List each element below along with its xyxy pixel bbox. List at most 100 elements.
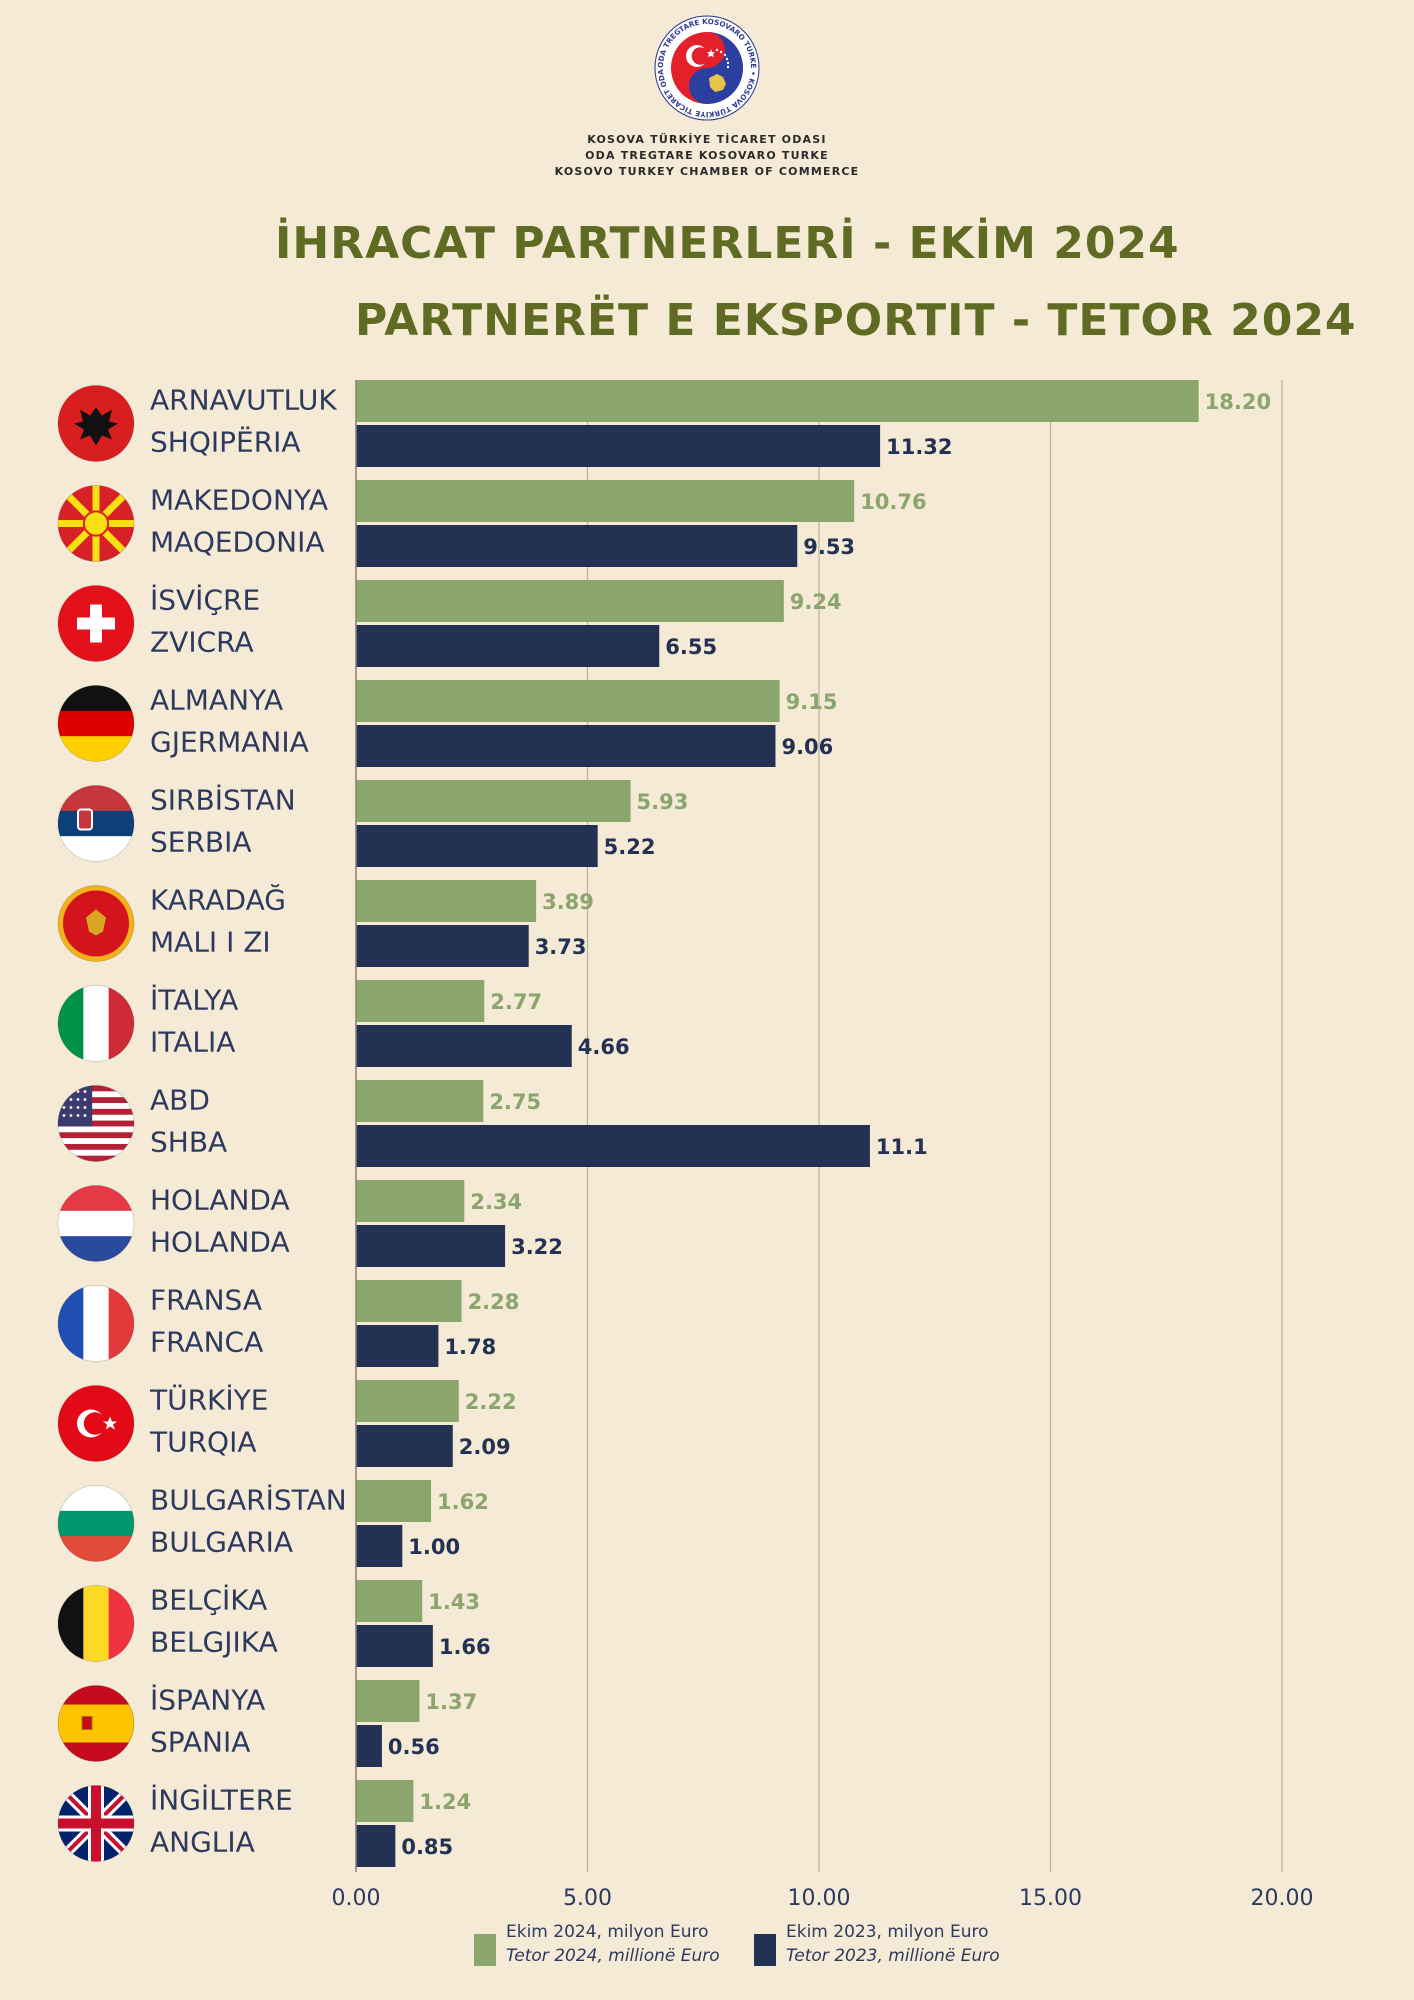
data-label-2024: 18.20 (1205, 390, 1271, 414)
x-tick-label: 10.00 (788, 1886, 851, 1911)
data-label-2024: 5.93 (637, 790, 689, 814)
data-label-2023: 5.22 (604, 835, 656, 859)
country-name-tr: ALMANYA (150, 684, 283, 717)
country-name-tr: İNGİLTERE (150, 1784, 293, 1817)
data-label-2023: 3.73 (535, 935, 587, 959)
bar-2023 (356, 725, 776, 767)
data-label-2023: 6.55 (665, 635, 717, 659)
serbia-flag-icon (57, 785, 135, 862)
country-name-sq: SHBA (150, 1126, 227, 1159)
usa-flag-icon (57, 1085, 135, 1162)
data-label-2023: 1.78 (444, 1335, 496, 1359)
title-tr: İHRACAT PARTNERLERİ - EKİM 2024 (275, 218, 1180, 269)
org-name-en: KOSOVO TURKEY CHAMBER OF COMMERCE (554, 165, 860, 178)
data-label-2024: 9.24 (790, 590, 842, 614)
bar-2023 (356, 1625, 433, 1667)
x-tick-label: 0.00 (332, 1886, 381, 1911)
bar-2024 (356, 1680, 420, 1722)
bar-2024 (356, 1380, 459, 1422)
country-name-sq: SERBIA (150, 826, 252, 859)
bar-2024 (356, 1180, 465, 1222)
bulgaria-flag-icon (57, 1485, 135, 1562)
bar-2024 (356, 1280, 462, 1322)
country-name-tr: İTALYA (150, 984, 238, 1017)
bar-2023 (356, 1425, 453, 1467)
data-label-2023: 9.53 (803, 535, 855, 559)
country-name-sq: BELGJIKA (150, 1626, 278, 1659)
country-name-tr: FRANSA (150, 1284, 262, 1317)
bar-2023 (356, 425, 881, 467)
data-label-2023: 3.22 (511, 1235, 563, 1259)
spain-flag-icon (57, 1685, 135, 1762)
country-name-sq: MAQEDONIA (150, 526, 325, 559)
country-name-sq: FRANCA (150, 1326, 263, 1359)
data-label-2023: 9.06 (781, 735, 833, 759)
data-label-2024: 2.34 (470, 1190, 522, 1214)
data-label-2024: 1.24 (419, 1790, 471, 1814)
x-tick-label: 15.00 (1019, 1886, 1082, 1911)
bar-2024 (356, 980, 485, 1022)
bar-2024 (356, 880, 537, 922)
north-macedonia-flag-icon (57, 485, 135, 562)
legend-swatch-2024 (474, 1934, 496, 1966)
country-name-sq: BULGARIA (150, 1526, 293, 1559)
country-name-tr: İSPANYA (150, 1684, 265, 1717)
data-label-2023: 0.85 (401, 1835, 453, 1859)
bar-2023 (356, 1025, 572, 1067)
country-name-tr: HOLANDA (150, 1184, 290, 1217)
data-label-2024: 2.75 (489, 1090, 541, 1114)
data-label-2023: 2.09 (459, 1435, 511, 1459)
data-label-2023: 11.32 (886, 435, 952, 459)
netherlands-flag-icon (57, 1185, 135, 1262)
data-label-2023: 11.1 (876, 1135, 928, 1159)
bar-2023 (356, 1725, 382, 1767)
data-label-2023: 1.66 (439, 1635, 491, 1659)
data-label-2023: 1.00 (408, 1535, 460, 1559)
country-name-tr: İSVİÇRE (150, 584, 260, 617)
bar-2024 (356, 780, 631, 822)
bar-2024 (356, 1080, 484, 1122)
turkey-flag-icon (57, 1385, 135, 1462)
bar-2023 (356, 825, 598, 867)
germany-flag-icon (57, 685, 135, 762)
country-name-sq: ZVICRA (150, 626, 254, 659)
country-name-tr: KARADAĞ (150, 883, 286, 917)
data-label-2024: 1.43 (428, 1590, 480, 1614)
country-name-sq: HOLANDA (150, 1226, 290, 1259)
bar-2024 (356, 380, 1199, 422)
country-name-sq: MALI I ZI (150, 926, 271, 959)
bar-2024 (356, 680, 780, 722)
country-name-sq: SPANIA (150, 1726, 250, 1759)
country-name-tr: MAKEDONYA (150, 484, 328, 517)
france-flag-icon (57, 1285, 135, 1362)
bar-2023 (356, 925, 529, 967)
country-name-sq: ANGLIA (150, 1826, 255, 1859)
data-label-2024: 9.15 (786, 690, 838, 714)
bar-2024 (356, 1780, 414, 1822)
switzerland-flag-icon (57, 585, 135, 662)
org-name-sq: ODA TREGTARE KOSOVARO TURKE (585, 149, 829, 162)
country-name-sq: TURQIA (149, 1426, 257, 1459)
bar-2023 (356, 1225, 506, 1267)
country-name-tr: ARNAVUTLUK (150, 384, 337, 417)
bar-2024 (356, 1580, 423, 1622)
legend-label-2024: Ekim 2024, milyon Euro (506, 1922, 709, 1942)
x-tick-label: 5.00 (563, 1886, 612, 1911)
org-name-tr: KOSOVA TÜRKİYE TİCARET ODASI (587, 133, 827, 146)
data-label-2024: 3.89 (542, 890, 594, 914)
bar-2024 (356, 1480, 432, 1522)
bar-2023 (356, 1125, 870, 1167)
data-label-2023: 0.56 (388, 1735, 440, 1759)
data-label-2024: 2.28 (468, 1290, 520, 1314)
italy-flag-icon (57, 985, 135, 1062)
legend-label-2023: Ekim 2023, milyon Euro (786, 1922, 989, 1942)
legend-swatch-2023 (754, 1934, 776, 1966)
bar-2023 (356, 625, 660, 667)
country-name-tr: TÜRKİYE (149, 1383, 268, 1417)
data-label-2023: 4.66 (578, 1035, 630, 1059)
bar-2023 (356, 1825, 396, 1867)
country-name-sq: SHQIPËRIA (150, 426, 301, 459)
belgium-flag-icon (57, 1585, 135, 1662)
legend-label-2023-sq: Tetor 2023, millionë Euro (786, 1946, 1000, 1966)
